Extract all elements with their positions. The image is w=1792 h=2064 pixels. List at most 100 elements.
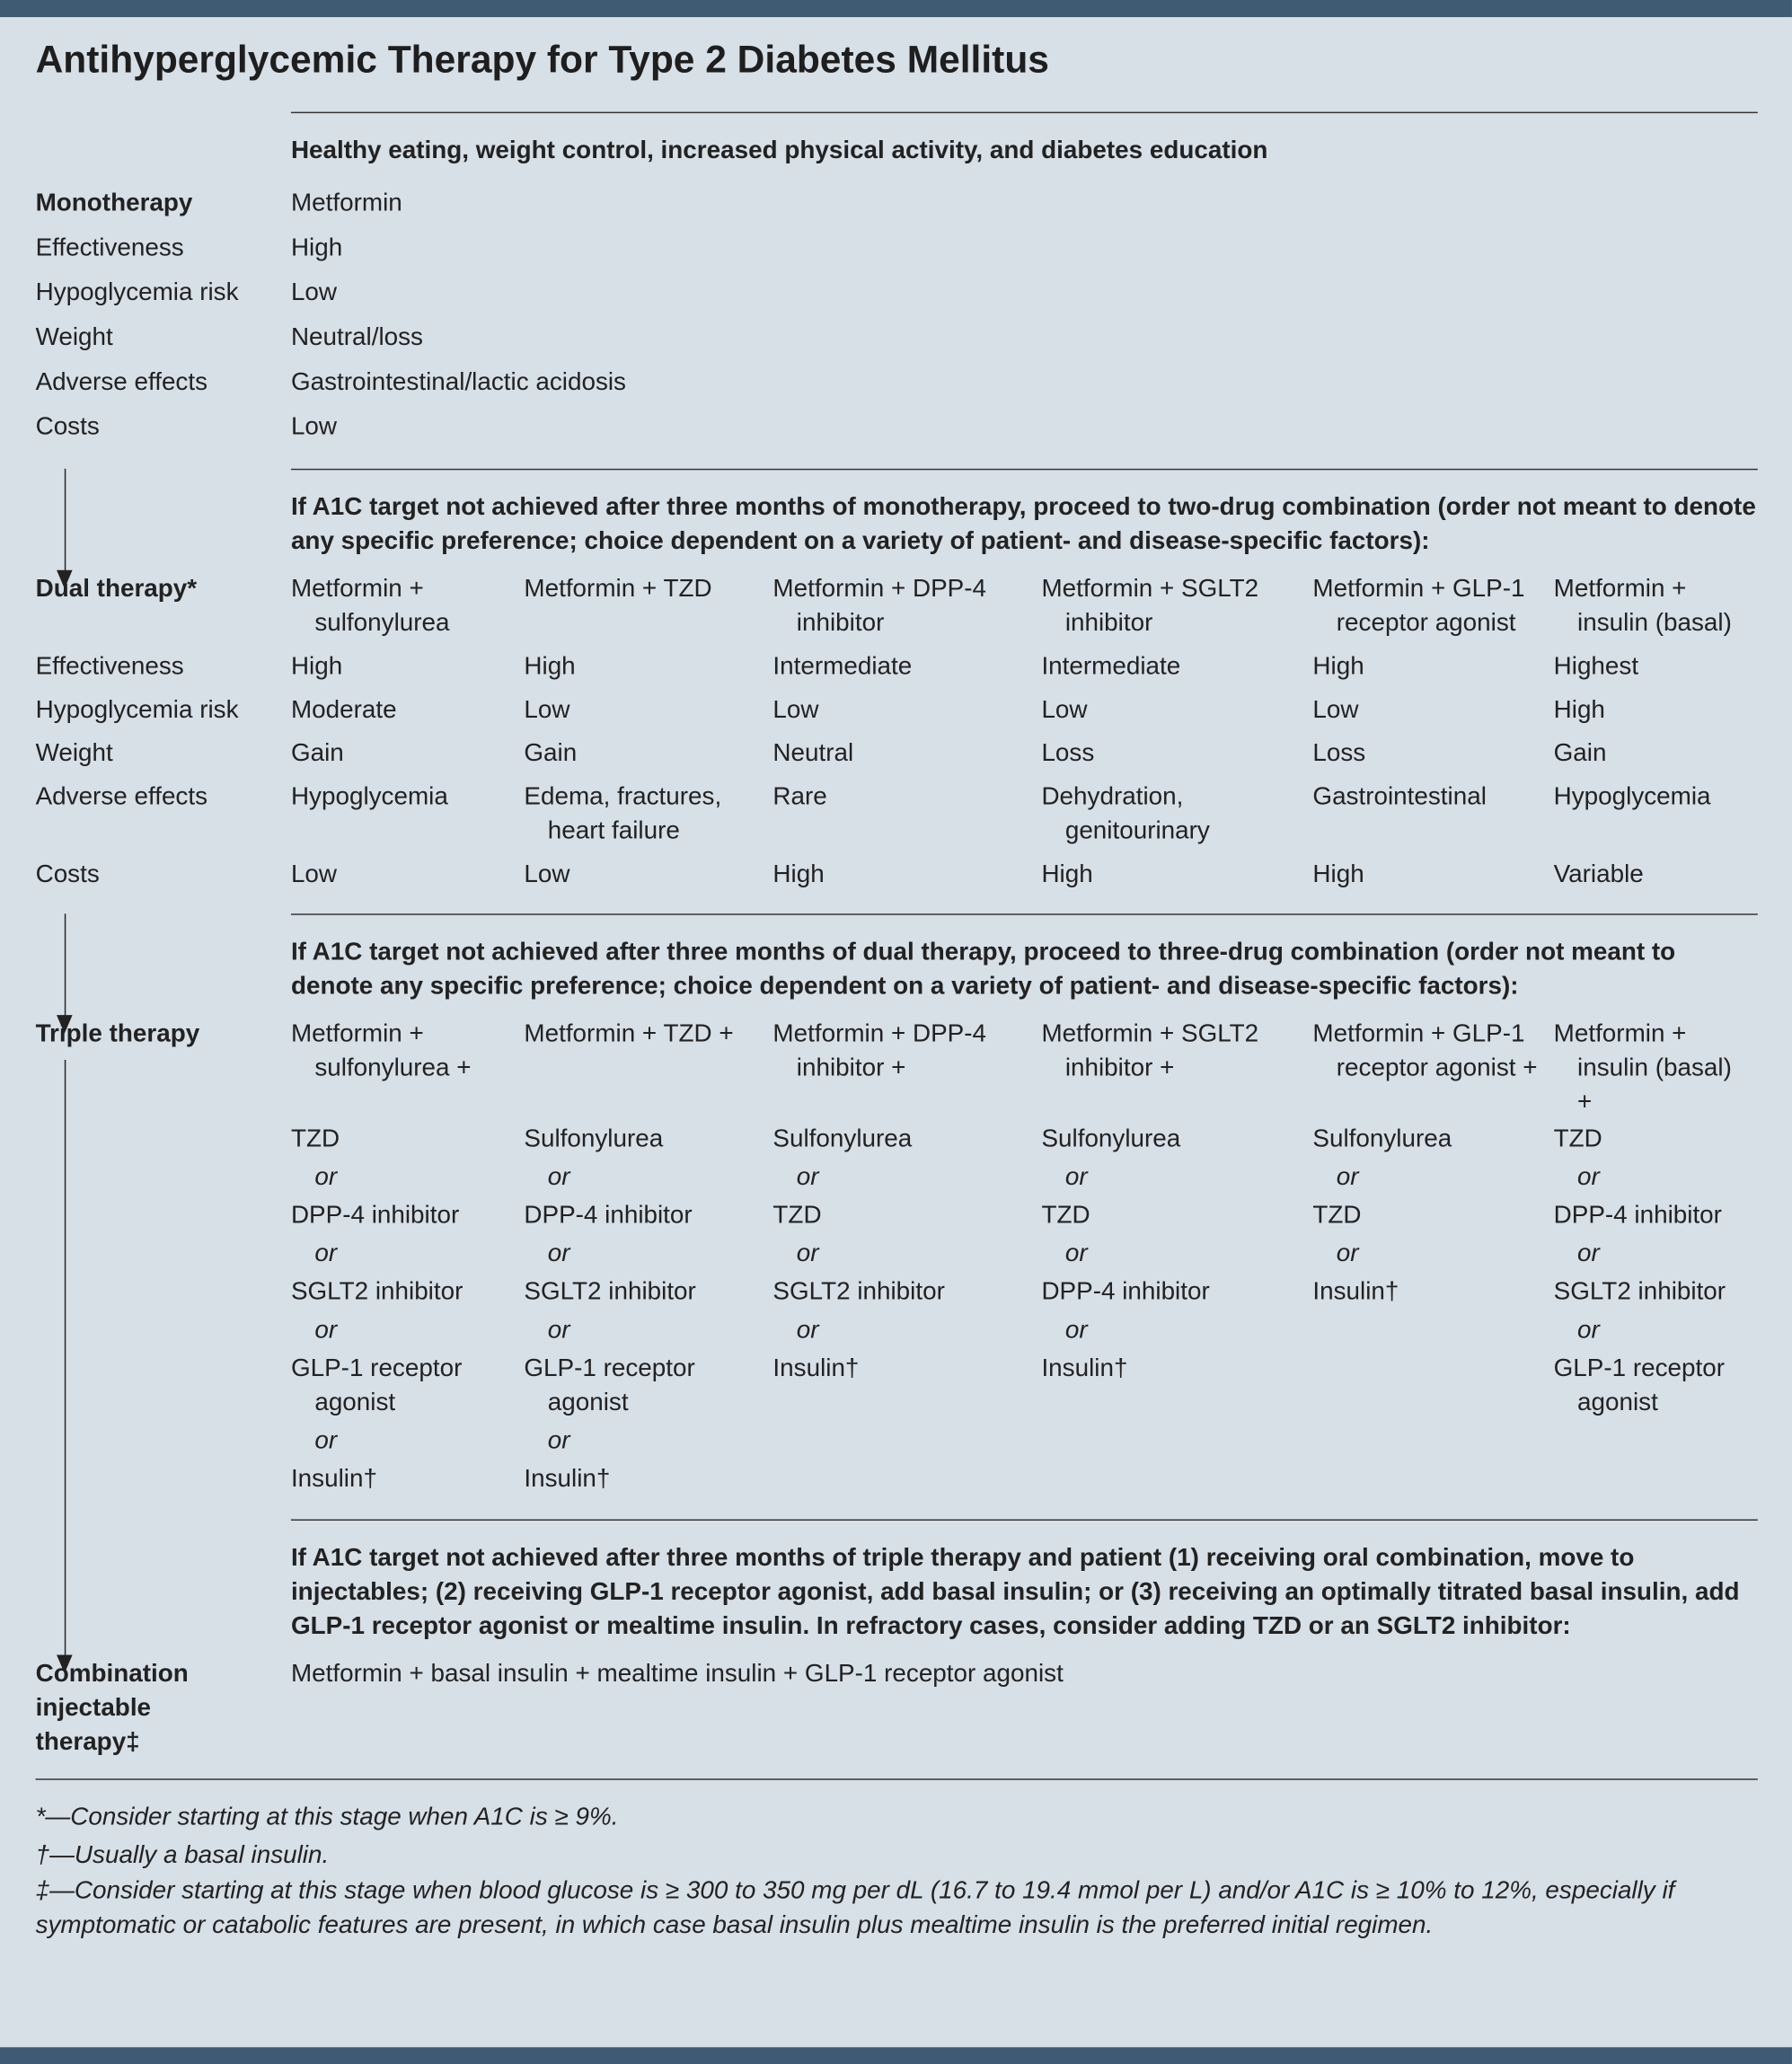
- addition: Insulin†: [1041, 1354, 1128, 1383]
- addition-list: TZD or DPP-4 inhibitor or SGLT2 inhibitor or G…: [291, 1120, 524, 1519]
- addition: TZD: [772, 1202, 822, 1230]
- row-value: Dehydration, genitourinary: [1041, 783, 1210, 846]
- addition: GLP-1 receptor agonist: [524, 1354, 695, 1417]
- row-value: High: [1312, 860, 1364, 889]
- monotherapy-attribute-row: Adverse effects Gastrointestinal/lactic a…: [36, 361, 1758, 406]
- monotherapy-attribute-row: Costs Low: [36, 405, 1758, 450]
- option-line: insulin (basal) +: [1577, 1054, 1732, 1116]
- row-value: Highest: [1553, 653, 1639, 681]
- monotherapy-attribute-row: Effectiveness High: [36, 226, 1758, 271]
- injectable-row: Combination injectable therapy‡ Metformin…: [36, 1657, 1758, 1760]
- arrow: [57, 1519, 73, 1674]
- row-value: High: [1553, 696, 1605, 725]
- connector: or: [1577, 1316, 1600, 1345]
- row-value: Loss: [1312, 739, 1366, 768]
- row-value: Loss: [1041, 739, 1095, 768]
- row-value: Rare: [772, 783, 827, 811]
- option-line: Metformin +: [772, 575, 906, 604]
- row-label: Adverse effects: [35, 368, 208, 397]
- arrow-cell: [36, 913, 291, 1034]
- addition: DPP-4 inhibitor: [1553, 1202, 1722, 1230]
- transition-text: Healthy eating, weight control, increase…: [290, 111, 1758, 198]
- row-value: Intermediate: [1041, 653, 1181, 681]
- addition: Insulin†: [772, 1354, 860, 1383]
- addition: GLP-1 receptor agonist: [290, 1354, 463, 1417]
- option-line: Metformin +: [290, 575, 424, 604]
- addition-list: Sulfonylurea or TZD or Insulin†: [1312, 1120, 1553, 1519]
- option-line: Metformin +: [772, 1019, 906, 1048]
- transition-row: If A1C target not achieved after three m…: [36, 468, 1758, 589]
- addition: DPP-4 inhibitor: [290, 1202, 460, 1230]
- option-line: Metformin +: [1312, 1019, 1446, 1048]
- option-line: SGLT2 inhibitor +: [1064, 1019, 1259, 1082]
- stage-label: Monotherapy: [35, 190, 193, 217]
- row-label: Hypoglycemia risk: [35, 696, 239, 725]
- option-line: Metformin +: [290, 1019, 424, 1048]
- row-value: High: [772, 860, 825, 889]
- option-line: Metformin +: [1041, 1019, 1175, 1048]
- addition: TZD: [1041, 1202, 1090, 1230]
- arrow-line: [64, 1059, 291, 1520]
- option-line: sulfonylurea: [314, 609, 450, 638]
- row-value: High: [1041, 860, 1093, 889]
- addition: DPP-4 inhibitor: [1041, 1278, 1210, 1307]
- option-line: Metformin +: [1553, 1019, 1687, 1048]
- option: Metformin + GLP-1 receptor agonist +: [1312, 1018, 1553, 1120]
- monotherapy-attribute-row: Weight Neutral/loss: [36, 316, 1758, 361]
- monotherapy-row: Monotherapy Metformin: [36, 181, 1758, 226]
- transition-text: If A1C target not achieved after three m…: [290, 468, 1758, 588]
- footnote: *—Consider starting at this stage when A…: [35, 1804, 619, 1831]
- transition-row: If A1C target not achieved after three m…: [36, 913, 1758, 1034]
- addition-list: Sulfonylurea or TZD or SGLT2 inhibitor or Insu…: [772, 1120, 1041, 1519]
- option: Metformin + sulfonylurea: [291, 573, 524, 641]
- row-value: Low: [290, 860, 338, 889]
- connector: or: [1064, 1316, 1088, 1345]
- connector: or: [314, 1426, 338, 1455]
- option: Metformin + insulin (basal) +: [1554, 1018, 1758, 1120]
- row-label: Costs: [35, 413, 100, 442]
- option-line: Metformin +: [1041, 575, 1175, 604]
- row-label: Effectiveness: [35, 653, 184, 681]
- connector: or: [1336, 1239, 1359, 1268]
- option-line: GLP-1 receptor agonist: [1336, 575, 1525, 638]
- drug: Metformin: [290, 190, 402, 217]
- top-band: [0, 0, 1792, 18]
- row-value: Low: [772, 696, 819, 725]
- connector: or: [796, 1239, 819, 1268]
- monotherapy-attribute-row: Hypoglycemia risk Low: [36, 271, 1758, 316]
- connector: or: [547, 1316, 570, 1345]
- dual-attribute-row: Weight Gain Gain Neutral Loss Loss Gain: [36, 737, 1758, 772]
- row-label: Effectiveness: [35, 234, 184, 262]
- transition-row: Healthy eating, weight control, increase…: [36, 111, 1758, 198]
- connector: or: [1064, 1163, 1088, 1192]
- row-value: Moderate: [290, 696, 397, 725]
- addition: SGLT2 inhibitor: [524, 1278, 696, 1307]
- option: Metformin + SGLT2 inhibitor: [1041, 573, 1312, 641]
- addition: SGLT2 inhibitor: [772, 1278, 945, 1307]
- row-label: Weight: [35, 739, 113, 768]
- connector: or: [314, 1239, 338, 1268]
- addition: Insulin†: [1312, 1278, 1399, 1307]
- row-value: Neutral/loss: [290, 323, 424, 352]
- row-value: High: [290, 653, 343, 681]
- title: Antihyperglycemic Therapy for Type 2 Dia…: [35, 39, 1049, 82]
- option-line: insulin (basal): [1577, 609, 1732, 638]
- row-value: Hypoglycemia: [290, 783, 448, 811]
- connector: or: [547, 1239, 570, 1268]
- row-value: High: [524, 653, 576, 681]
- dual-attribute-row: Costs Low Low High High High Variable: [36, 859, 1758, 893]
- addition: SGLT2 inhibitor: [290, 1278, 463, 1307]
- option-line: Metformin +: [1312, 575, 1446, 604]
- dual-attribute-row: Hypoglycemia risk Moderate Low Low Low Low Hig…: [36, 693, 1758, 728]
- row-value: Variable: [1553, 860, 1644, 889]
- addition: Sulfonylurea: [1312, 1125, 1452, 1154]
- option-line: DPP-4 inhibitor +: [796, 1019, 987, 1082]
- triple-options-row: Triple therapy Metformin + sulfonylurea +…: [36, 1018, 1758, 1520]
- arrow-cell: [36, 112, 291, 198]
- row-value: Low: [1041, 696, 1088, 725]
- transition-text: If A1C target not achieved after three m…: [290, 1519, 1758, 1673]
- arrow: [57, 913, 73, 1034]
- option-line: SGLT2 inhibitor: [1064, 575, 1259, 638]
- row-value: Low: [1312, 696, 1359, 725]
